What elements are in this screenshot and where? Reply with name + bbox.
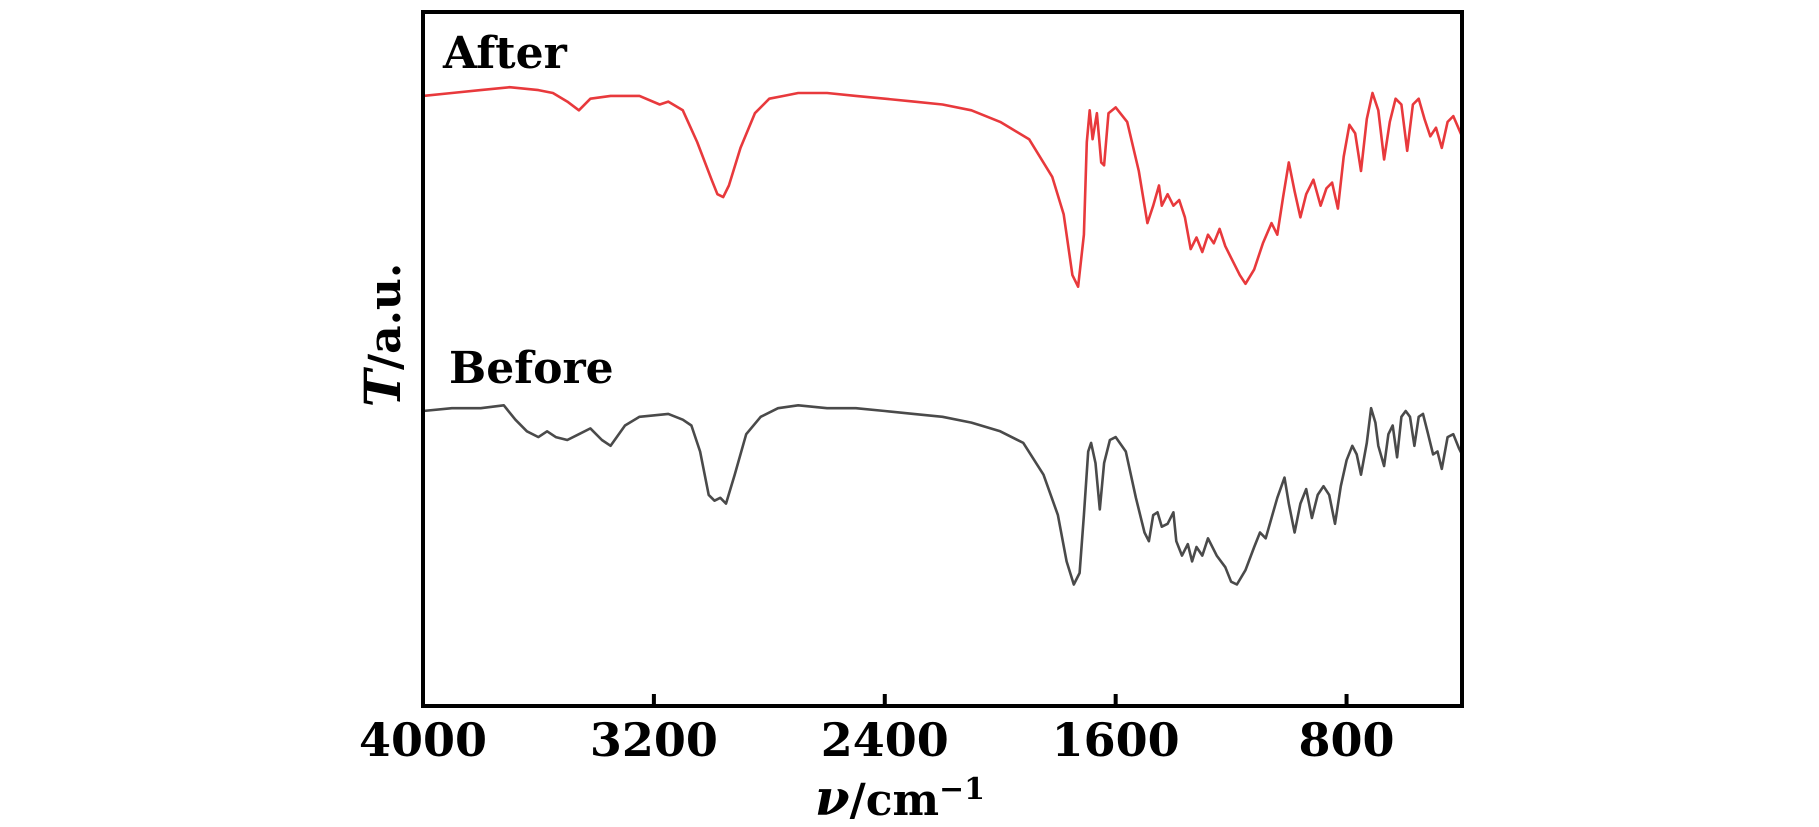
x-tick-label: 800	[1299, 713, 1395, 767]
y-axis-unit: /a.u.	[360, 263, 411, 370]
plot-area	[422, 85, 1464, 586]
series-label-before: Before	[449, 343, 614, 394]
x-axis-ticks: 4000 3200 2400 1600 800	[359, 694, 1395, 767]
x-axis-unit: /cm	[850, 775, 939, 826]
series-labels: After Before	[442, 28, 614, 394]
x-tick-label: 1600	[1052, 713, 1180, 767]
series-line-after	[422, 85, 1464, 288]
x-tick-label: 4000	[359, 713, 487, 767]
series-label-after: After	[442, 28, 568, 79]
plot-frame	[421, 10, 1464, 708]
x-tick-label: 3200	[590, 713, 718, 767]
series-line-before	[422, 404, 1464, 586]
x-axis-label: ν/cm−1	[815, 768, 985, 827]
y-axis-symbol: T	[353, 366, 412, 407]
x-tick-label: 2400	[821, 713, 949, 767]
x-axis-symbol: ν	[815, 768, 850, 827]
y-axis-label: T/a.u.	[353, 263, 412, 407]
x-axis-unit-exponent: −1	[939, 772, 985, 807]
